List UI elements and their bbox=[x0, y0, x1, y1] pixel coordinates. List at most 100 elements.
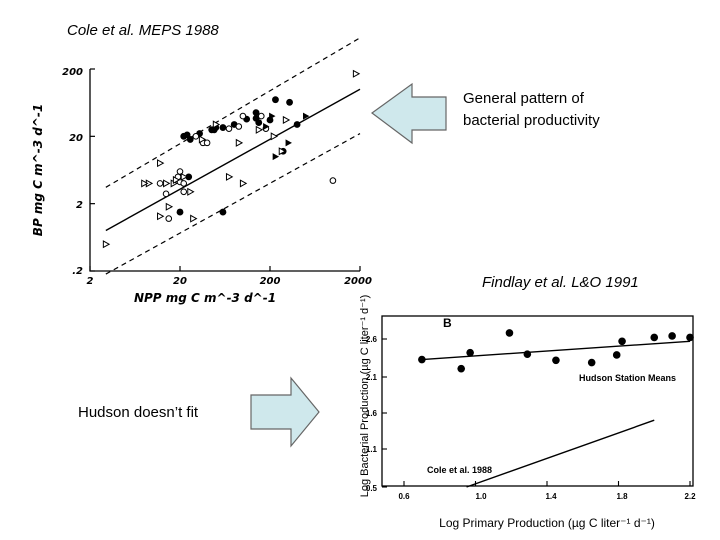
cole-frame bbox=[89, 69, 360, 272]
left-arrow-icon bbox=[370, 82, 447, 145]
cole-point-open-circle-12 bbox=[165, 215, 173, 222]
cole-point-open-triangle-14 bbox=[270, 132, 279, 141]
findlay-y-axis-title: Log Bacterial Production (µg C liter⁻¹ d… bbox=[359, 295, 371, 498]
cole-point-open-circle-4 bbox=[203, 139, 211, 147]
cole-point-open-circle-6 bbox=[235, 123, 243, 130]
cole-x-axis-title: NPP mg C m^-3 d^-1 bbox=[134, 291, 276, 305]
hudson-point-0 bbox=[418, 355, 426, 364]
cole-point-open-triangle-12 bbox=[239, 179, 248, 188]
cole-ytick-200: 200 bbox=[62, 67, 83, 78]
cole-point-open-circle-10 bbox=[156, 180, 164, 187]
cole-point-open-triangle-0 bbox=[102, 240, 111, 249]
cole-point-filled-triangle-4 bbox=[269, 112, 276, 120]
cole-bound-line-1 bbox=[105, 133, 361, 275]
cole-point-open-circle-16 bbox=[329, 177, 337, 184]
right-arrow-icon bbox=[250, 376, 320, 448]
cole-point-filled-circle-15 bbox=[266, 116, 274, 124]
cole-point-open-circle-15 bbox=[180, 188, 188, 196]
cole-point-filled-triangle-3 bbox=[303, 112, 310, 120]
findlay-caption: Findlay et al. L&O 1991 bbox=[482, 274, 639, 291]
cole-bound-line-0 bbox=[105, 37, 361, 188]
cole-point-filled-circle-20 bbox=[176, 208, 184, 216]
findlay-ytick-1.1: 1.1 bbox=[366, 445, 378, 454]
cole-point-open-circle-14 bbox=[176, 168, 184, 175]
cole-point-open-triangle-9 bbox=[198, 135, 207, 144]
cole-point-filled-triangle-2 bbox=[285, 139, 292, 147]
cole-point-open-triangle-17 bbox=[352, 69, 361, 78]
hudson-point-3 bbox=[505, 329, 514, 337]
cole-point-open-triangle-16 bbox=[282, 115, 291, 125]
cole-point-open-triangle-5 bbox=[172, 175, 181, 184]
cole-ytick-0.2: .2 bbox=[72, 266, 83, 277]
hudson-point-7 bbox=[612, 351, 621, 359]
findlay-xtick-2.2: 2.2 bbox=[684, 492, 696, 501]
findlay-points bbox=[418, 329, 694, 373]
hudson-point-11 bbox=[686, 333, 694, 342]
cole-point-open-triangle-21 bbox=[225, 172, 234, 181]
cole-fit-line bbox=[105, 88, 361, 232]
findlay-chart: B Hudson Station Means Cole et al. 1988 … bbox=[359, 295, 696, 530]
cole-point-filled-circle-14 bbox=[252, 109, 260, 117]
cole-point-filled-circle-2 bbox=[186, 136, 194, 143]
hudson-fit-line bbox=[421, 340, 691, 361]
cole-point-filled-circle-13 bbox=[286, 98, 293, 106]
cole-ytick-2: 2 bbox=[76, 200, 83, 211]
cole-point-filled-circle-21 bbox=[219, 208, 227, 216]
cole-point-filled-circle-18 bbox=[185, 173, 193, 181]
cole-point-filled-triangle-0 bbox=[263, 122, 270, 130]
cole-point-open-triangle-7 bbox=[187, 187, 195, 196]
cole-xtick-20: 20 bbox=[173, 276, 187, 287]
cole-1988-line-label: Cole et al. 1988 bbox=[427, 465, 492, 475]
hudson-point-8 bbox=[618, 337, 626, 346]
cole-point-filled-triangle-1 bbox=[272, 153, 280, 161]
cole-point-filled-circle-7 bbox=[219, 124, 227, 131]
hudson-point-2 bbox=[466, 348, 474, 357]
general-pattern-line-2: bacterial productivity bbox=[463, 112, 600, 129]
cole-point-open-circle-5 bbox=[225, 125, 233, 132]
cole-point-open-triangle-18 bbox=[157, 212, 165, 221]
cole-1988-line bbox=[466, 419, 655, 488]
cole-point-open-triangle-2 bbox=[157, 159, 165, 168]
cole-point-filled-circle-16 bbox=[293, 121, 301, 128]
cole-xtick-2: 2 bbox=[87, 276, 94, 287]
findlay-lines bbox=[421, 340, 691, 488]
hudson-point-1 bbox=[457, 364, 466, 373]
findlay-ytick-0.5: 0.5 bbox=[366, 484, 378, 493]
cole-chart: 200 20 2 .2 2 20 200 2000 NPP mg C m^-3 … bbox=[31, 37, 372, 305]
hudson-station-means-label: Hudson Station Means bbox=[579, 373, 676, 383]
cole-point-open-triangle-8 bbox=[190, 214, 198, 223]
cole-point-filled-circle-11 bbox=[255, 119, 263, 126]
cole-point-open-triangle-19 bbox=[165, 202, 174, 211]
findlay-xtick-1.0: 1.0 bbox=[475, 492, 487, 501]
hudson-point-6 bbox=[587, 358, 596, 367]
findlay-ytick-2.6: 2.6 bbox=[366, 335, 378, 344]
findlay-xtick-0.6: 0.6 bbox=[398, 492, 410, 501]
hudson-caption: Hudson doesn’t fit bbox=[78, 404, 199, 421]
cole-ticks bbox=[89, 68, 361, 272]
hudson-point-4 bbox=[523, 350, 532, 359]
cole-lines bbox=[105, 37, 361, 275]
hudson-point-5 bbox=[552, 356, 560, 365]
cole-point-open-circle-8 bbox=[257, 112, 265, 120]
findlay-frame bbox=[381, 315, 694, 487]
cole-point-open-triangle-3 bbox=[163, 179, 171, 188]
hudson-point-9 bbox=[650, 333, 659, 342]
findlay-x-axis-title: Log Primary Production (µg C liter⁻¹ d⁻¹… bbox=[439, 516, 655, 530]
findlay-xtick-1.4: 1.4 bbox=[545, 492, 557, 501]
cole-point-open-circle-2 bbox=[192, 133, 200, 140]
general-pattern-line-1: General pattern of bbox=[463, 90, 584, 107]
general-pattern-caption: General pattern of bacterial productivit… bbox=[463, 88, 600, 132]
cole-point-open-triangle-6 bbox=[180, 172, 189, 181]
cole-points bbox=[102, 69, 361, 249]
cole-point-open-circle-11 bbox=[162, 190, 170, 198]
cole-xtick-200: 200 bbox=[260, 276, 281, 287]
cole-ytick-20: 20 bbox=[69, 133, 83, 144]
cole-point-open-triangle-20 bbox=[141, 179, 149, 188]
cole-xtick-2000: 2000 bbox=[344, 276, 372, 287]
cole-point-open-triangle-13 bbox=[255, 125, 264, 134]
hudson-point-10 bbox=[668, 332, 676, 340]
findlay-ytick-2.1: 2.1 bbox=[366, 373, 378, 382]
cole-point-open-circle-7 bbox=[239, 112, 247, 120]
cole-point-open-circle-1 bbox=[180, 180, 188, 187]
